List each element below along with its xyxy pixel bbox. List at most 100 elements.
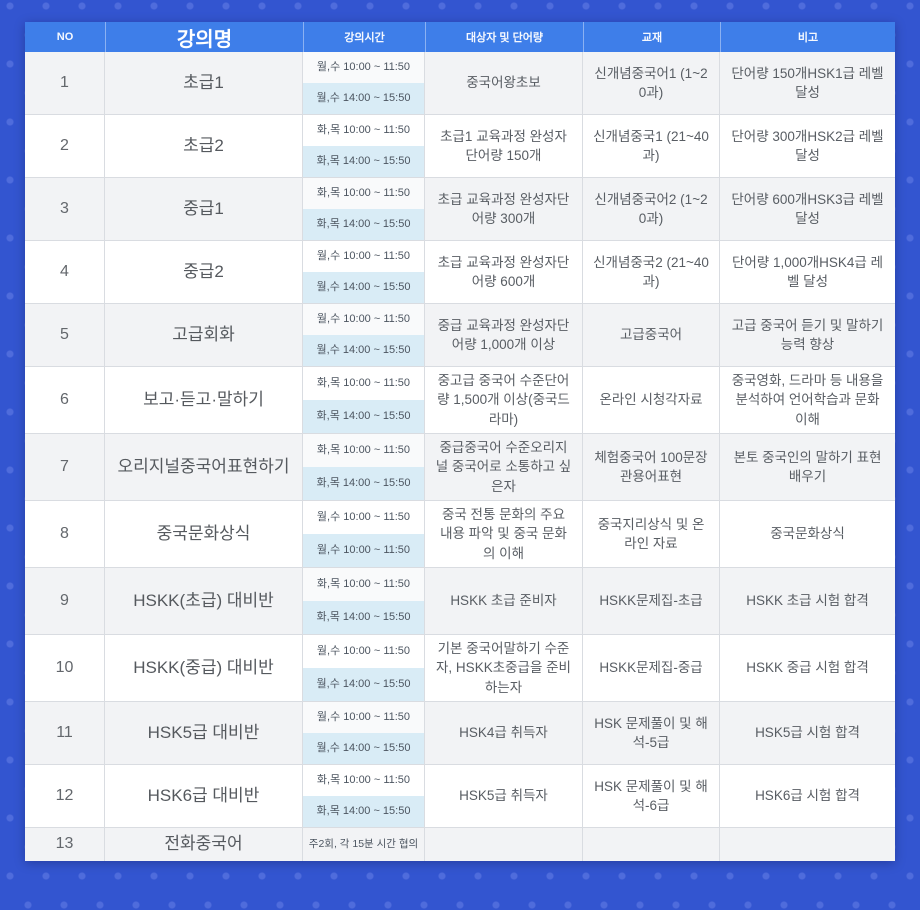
target-audience: 중국 전통 문화의 주요 내용 파악 및 중국 문화의 이해 xyxy=(425,501,583,568)
note: 단어량 600개HSK3급 레벨 달성 xyxy=(720,178,895,241)
course-times: 월,수 10:00 ~ 11:50 월,수 14:00 ~ 15:50 xyxy=(303,304,425,367)
note: 단어량 150개HSK1급 레벨 달성 xyxy=(720,52,895,115)
row-number: 10 xyxy=(25,635,105,702)
course-name: 중급2 xyxy=(105,241,303,304)
course-name: 중국문화상식 xyxy=(105,501,303,568)
time-slot-1: 월,수 10:00 ~ 11:50 xyxy=(303,702,424,733)
course-name: 오리지널중국어표현하기 xyxy=(105,434,303,501)
time-slot-2: 화,목 14:00 ~ 15:50 xyxy=(303,400,424,433)
table-row: 3 중급1 화,목 10:00 ~ 11:50 화,목 14:00 ~ 15:5… xyxy=(25,178,895,241)
course-times: 화,목 10:00 ~ 11:50 화,목 14:00 ~ 15:50 xyxy=(303,568,425,635)
time-slot-1: 화,목 10:00 ~ 11:50 xyxy=(303,178,424,209)
row-number: 7 xyxy=(25,434,105,501)
table-row: 11 HSK5급 대비반 월,수 10:00 ~ 11:50 월,수 14:00… xyxy=(25,702,895,765)
textbook: 온라인 시청각자료 xyxy=(583,367,720,434)
course-name: HSKK(초급) 대비반 xyxy=(105,568,303,635)
target-audience: 초급 교육과정 완성자단어량 600개 xyxy=(425,241,583,304)
course-name: HSK5급 대비반 xyxy=(105,702,303,765)
note: 고급 중국어 듣기 및 말하기 능력 향상 xyxy=(720,304,895,367)
time-slot-2: 화,목 14:00 ~ 15:50 xyxy=(303,467,424,500)
textbook xyxy=(583,828,720,861)
note: HSKK 초급 시험 합격 xyxy=(720,568,895,635)
table-header-row: NO 강의명 강의시간 대상자 및 단어량 교재 비고 xyxy=(25,22,895,52)
course-name: 중급1 xyxy=(105,178,303,241)
table-row: 13 전화중국어 주2회, 각 15분 시간 협의 xyxy=(25,828,895,861)
table-row: 1 초급1 월,수 10:00 ~ 11:50 월,수 14:00 ~ 15:5… xyxy=(25,52,895,115)
time-slot-1: 화,목 10:00 ~ 11:50 xyxy=(303,765,424,796)
note xyxy=(720,828,895,861)
table-row: 10 HSKK(중급) 대비반 월,수 10:00 ~ 11:50 월,수 14… xyxy=(25,635,895,702)
time-slot-1: 주2회, 각 15분 시간 협의 xyxy=(308,838,419,851)
time-slot-2: 월,수 14:00 ~ 15:50 xyxy=(303,668,424,701)
time-slot-1: 월,수 10:00 ~ 11:50 xyxy=(303,304,424,335)
target-audience: 중국어왕초보 xyxy=(425,52,583,115)
course-times: 화,목 10:00 ~ 11:50 화,목 14:00 ~ 15:50 xyxy=(303,367,425,434)
note: 중국영화, 드라마 등 내용을 분석하여 언어학습과 문화 이해 xyxy=(720,367,895,434)
course-times: 월,수 10:00 ~ 11:50 월,수 14:00 ~ 15:50 xyxy=(303,635,425,702)
note: HSK5급 시험 합격 xyxy=(720,702,895,765)
table-row: 8 중국문화상식 월,수 10:00 ~ 11:50 월,수 10:00 ~ 1… xyxy=(25,501,895,568)
header-note: 비고 xyxy=(720,22,895,52)
note: HSKK 중급 시험 합격 xyxy=(720,635,895,702)
row-number: 9 xyxy=(25,568,105,635)
header-course-name: 강의명 xyxy=(105,22,303,52)
table-row: 12 HSK6급 대비반 화,목 10:00 ~ 11:50 화,목 14:00… xyxy=(25,765,895,828)
table-row: 2 초급2 화,목 10:00 ~ 11:50 화,목 14:00 ~ 15:5… xyxy=(25,115,895,178)
course-times: 월,수 10:00 ~ 11:50 월,수 14:00 ~ 15:50 xyxy=(303,702,425,765)
time-slot-1: 월,수 10:00 ~ 11:50 xyxy=(303,635,424,668)
target-audience: 중급중국어 수준오리지널 중국어로 소통하고 싶은자 xyxy=(425,434,583,501)
course-times: 화,목 10:00 ~ 11:50 화,목 14:00 ~ 15:50 xyxy=(303,434,425,501)
time-slot-2: 월,수 14:00 ~ 15:50 xyxy=(303,272,424,303)
row-number: 8 xyxy=(25,501,105,568)
table-row: 5 고급회화 월,수 10:00 ~ 11:50 월,수 14:00 ~ 15:… xyxy=(25,304,895,367)
note: 단어량 1,000개HSK4급 레벨 달성 xyxy=(720,241,895,304)
header-course-time: 강의시간 xyxy=(303,22,425,52)
textbook: 신개념중국1 (21~40과) xyxy=(583,115,720,178)
row-number: 1 xyxy=(25,52,105,115)
textbook: 고급중국어 xyxy=(583,304,720,367)
table-row: 6 보고·듣고·말하기 화,목 10:00 ~ 11:50 화,목 14:00 … xyxy=(25,367,895,434)
course-name: 초급1 xyxy=(105,52,303,115)
textbook: 신개념중국2 (21~40과) xyxy=(583,241,720,304)
textbook: 신개념중국어1 (1~20과) xyxy=(583,52,720,115)
target-audience: HSKK 초급 준비자 xyxy=(425,568,583,635)
note: 중국문화상식 xyxy=(720,501,895,568)
time-slot-1: 화,목 10:00 ~ 11:50 xyxy=(303,367,424,400)
target-audience: 중고급 중국어 수준단어량 1,500개 이상(중국드라마) xyxy=(425,367,583,434)
textbook: HSKK문제집-초급 xyxy=(583,568,720,635)
time-slot-2: 화,목 14:00 ~ 15:50 xyxy=(303,146,424,177)
target-audience: HSK5급 취득자 xyxy=(425,765,583,828)
course-times: 화,목 10:00 ~ 11:50 화,목 14:00 ~ 15:50 xyxy=(303,178,425,241)
target-audience xyxy=(425,828,583,861)
time-slot-2: 월,수 14:00 ~ 15:50 xyxy=(303,83,424,114)
time-slot-1: 화,목 10:00 ~ 11:50 xyxy=(303,434,424,467)
target-audience: 중급 교육과정 완성자단어량 1,000개 이상 xyxy=(425,304,583,367)
note: 본토 중국인의 말하기 표현 배우기 xyxy=(720,434,895,501)
course-times: 월,수 10:00 ~ 11:50 월,수 10:00 ~ 11:50 xyxy=(303,501,425,568)
course-name: HSKK(중급) 대비반 xyxy=(105,635,303,702)
time-slot-1: 월,수 10:00 ~ 11:50 xyxy=(303,52,424,83)
course-name: 보고·듣고·말하기 xyxy=(105,367,303,434)
course-times: 주2회, 각 15분 시간 협의 xyxy=(303,828,425,861)
time-slot-2: 월,수 10:00 ~ 11:50 xyxy=(303,534,424,567)
textbook: HSK 문제풀이 및 해석-6급 xyxy=(583,765,720,828)
textbook: 체험중국어 100문장 관용어표현 xyxy=(583,434,720,501)
row-number: 5 xyxy=(25,304,105,367)
header-textbook: 교재 xyxy=(583,22,720,52)
time-slot-1: 월,수 10:00 ~ 11:50 xyxy=(303,501,424,534)
time-slot-2: 월,수 14:00 ~ 15:50 xyxy=(303,335,424,366)
row-number: 11 xyxy=(25,702,105,765)
target-audience: HSK4급 취득자 xyxy=(425,702,583,765)
course-times: 월,수 10:00 ~ 11:50 월,수 14:00 ~ 15:50 xyxy=(303,241,425,304)
time-slot-1: 월,수 10:00 ~ 11:50 xyxy=(303,241,424,272)
time-slot-2: 화,목 14:00 ~ 15:50 xyxy=(303,601,424,634)
table-row: 7 오리지널중국어표현하기 화,목 10:00 ~ 11:50 화,목 14:0… xyxy=(25,434,895,501)
row-number: 6 xyxy=(25,367,105,434)
table-row: 9 HSKK(초급) 대비반 화,목 10:00 ~ 11:50 화,목 14:… xyxy=(25,568,895,635)
target-audience: 기본 중국어말하기 수준자, HSKK초중급을 준비하는자 xyxy=(425,635,583,702)
course-table: NO 강의명 강의시간 대상자 및 단어량 교재 비고 1 초급1 월,수 10… xyxy=(25,22,895,861)
time-slot-2: 월,수 14:00 ~ 15:50 xyxy=(303,733,424,764)
row-number: 13 xyxy=(25,828,105,861)
note: 단어량 300개HSK2급 레벨 달성 xyxy=(720,115,895,178)
textbook: 중국지리상식 및 온라인 자료 xyxy=(583,501,720,568)
